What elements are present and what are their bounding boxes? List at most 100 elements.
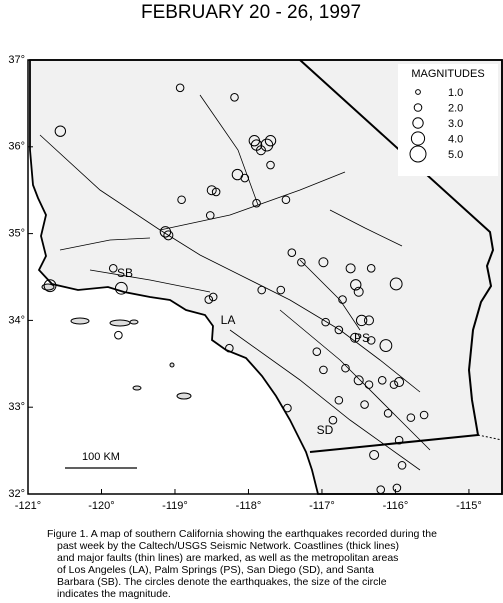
- earthquake: [355, 314, 368, 327]
- earthquake: [276, 285, 286, 295]
- land: [29, 59, 503, 495]
- x-tick-label: -118°: [236, 500, 262, 512]
- earthquake: [350, 332, 361, 343]
- earthquake: [177, 195, 186, 205]
- earthquake: [369, 449, 380, 460]
- caption-line: and major faults (thin lines) are marked…: [57, 552, 398, 564]
- earthquake: [240, 173, 250, 183]
- legend-label: 5.0: [448, 149, 463, 161]
- earthquake: [159, 226, 172, 238]
- earthquake: [376, 485, 386, 494]
- caption-line: Figure 1. A map of southern California s…: [47, 528, 437, 540]
- earthquake: [287, 248, 297, 257]
- legend-title: MAGNITUDES: [411, 68, 484, 80]
- legend-label: 4.0: [448, 134, 463, 146]
- earthquake: [43, 279, 57, 293]
- x-tick-label: -119°: [162, 500, 188, 512]
- faults: [39, 94, 431, 471]
- earthquake: [208, 292, 218, 302]
- y-tick-label: 36°: [8, 141, 25, 153]
- earthquake: [366, 336, 376, 345]
- earthquake: [264, 135, 277, 147]
- earthquake: [318, 257, 329, 268]
- earthquake: [266, 160, 275, 170]
- earthquake: [321, 317, 330, 327]
- earthquake: [338, 295, 347, 304]
- border-dotted: [477, 434, 503, 441]
- earthquake: [328, 415, 338, 425]
- earthquake: [175, 83, 185, 93]
- earthquake: [252, 198, 261, 208]
- earthquake: [389, 380, 399, 389]
- y-tick-label: 32°: [8, 488, 25, 500]
- earthquake: [108, 264, 118, 273]
- caption-line: Barbara (SB). The circles denote the ear…: [57, 576, 387, 588]
- earthquake: [379, 339, 393, 352]
- map-frame: [27, 59, 503, 495]
- earthquake: [283, 403, 292, 413]
- earthquake: [114, 330, 123, 340]
- x-tick-label: -121°: [15, 500, 41, 512]
- place-label: SB: [117, 266, 133, 280]
- earthquake: [363, 315, 374, 326]
- state-border: [299, 59, 495, 453]
- earthquake: [397, 461, 407, 470]
- legend-label: 1.0: [448, 87, 463, 99]
- legend-symbol: [410, 131, 426, 146]
- earthquake: [204, 295, 214, 304]
- earthquake: [394, 377, 405, 388]
- legend-label: 3.0: [448, 118, 463, 130]
- caption-line: of Los Angeles (LA), Palm Springs (PS), …: [57, 564, 374, 576]
- place-label: LA: [221, 313, 236, 327]
- earthquake: [350, 279, 362, 291]
- earthquake: [211, 187, 221, 197]
- earthquake: [114, 281, 128, 295]
- y-tick-label: 37°: [8, 54, 25, 66]
- earthquake: [312, 347, 322, 356]
- earthquake: [257, 285, 266, 295]
- earthquake: [419, 410, 429, 420]
- x-tick-label: -115°: [456, 500, 482, 512]
- earthquake: [205, 211, 215, 220]
- title: FEBRUARY 20 - 26, 1997: [141, 2, 361, 23]
- legend-label: 2.0: [448, 103, 463, 115]
- legend-symbol: [409, 145, 427, 163]
- scale-bar-label: 100 KM: [82, 451, 120, 463]
- earthquake: [297, 257, 306, 267]
- x-tick-label: -120°: [88, 500, 114, 512]
- earthquake: [334, 395, 344, 405]
- legend-symbol: [415, 89, 421, 95]
- earthquake: [225, 343, 234, 353]
- earthquake: [206, 185, 217, 196]
- earthquake: [255, 145, 266, 156]
- earthquake: [360, 400, 369, 409]
- y-tick-label: 34°: [8, 314, 25, 326]
- y-tick-label: 33°: [8, 401, 25, 413]
- earthquake: [353, 375, 364, 386]
- earthquake: [406, 413, 416, 422]
- earthquake: [377, 375, 387, 385]
- earthquake: [366, 264, 376, 273]
- earthquake: [341, 363, 350, 373]
- earthquake: [389, 277, 403, 291]
- place-label: PS: [354, 331, 370, 345]
- place-label: SD: [317, 423, 334, 437]
- earthquake: [364, 380, 374, 389]
- x-tick-label: -117°: [309, 500, 335, 512]
- islands: [41, 283, 192, 400]
- earthquake: [383, 408, 393, 418]
- earthquake: [345, 263, 356, 274]
- earthquake: [319, 365, 328, 375]
- earthquake: [392, 483, 402, 493]
- earthquake: [230, 93, 239, 102]
- earthquake: [163, 230, 174, 241]
- earthquake: [353, 286, 364, 297]
- earthquake: [281, 195, 291, 205]
- earthquake: [394, 435, 404, 445]
- earthquake: [54, 125, 67, 137]
- caption-line: past week by the Caltech/USGS Seismic Ne…: [57, 540, 399, 552]
- earthquake: [334, 325, 344, 335]
- x-tick-label: -116°: [383, 500, 409, 512]
- legend-box: [398, 64, 498, 176]
